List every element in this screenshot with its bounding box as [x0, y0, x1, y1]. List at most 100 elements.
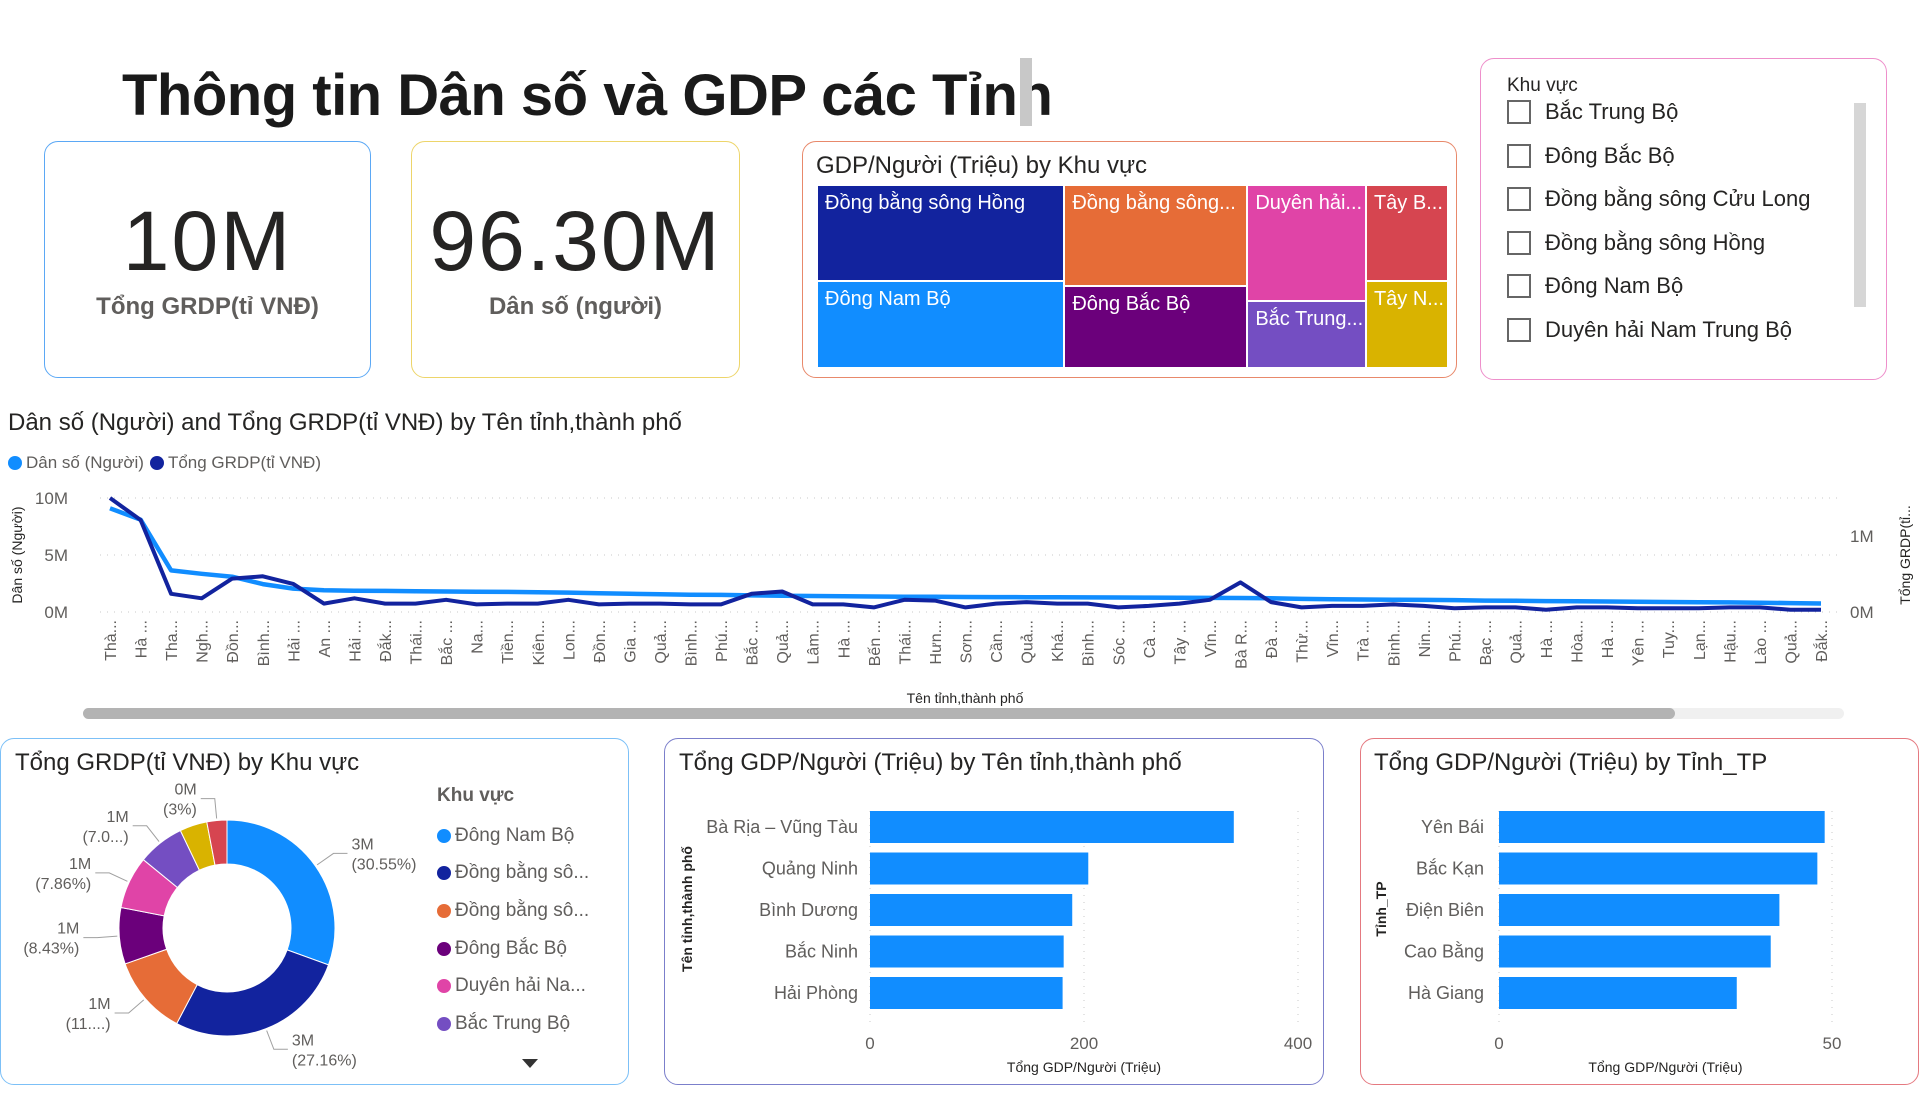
- legend-dot: [8, 456, 22, 470]
- x-tick-label: Hậu...: [1722, 620, 1739, 663]
- legend-item[interactable]: Duyên hải Na...: [437, 967, 589, 1005]
- donut-slice[interactable]: [226, 819, 336, 966]
- treemap-tile[interactable]: Đồng bằng sông...: [1064, 185, 1248, 287]
- x-axis-title: Tổng GDP/Người (Triệu): [1588, 1059, 1742, 1075]
- bar[interactable]: [1499, 977, 1737, 1009]
- checkbox[interactable]: [1507, 274, 1531, 298]
- x-tick-label: Nin...: [1417, 620, 1434, 657]
- treemap-title: GDP/Người (Triệu) by Khu vực: [816, 152, 1148, 179]
- checkbox[interactable]: [1507, 100, 1531, 124]
- data-label-value: 1M: [57, 921, 79, 938]
- y-tick-label: 0M: [44, 603, 68, 622]
- treemap-tile[interactable]: Đông Nam Bộ: [817, 281, 1065, 368]
- x-tick-label: 400: [1284, 1034, 1312, 1053]
- legend-label: Duyên hải Na...: [455, 975, 586, 997]
- slicer-item-label: Đông Bắc Bộ: [1545, 142, 1675, 168]
- legend-item[interactable]: Đông Nam Bộ: [437, 817, 589, 855]
- legend-scroll-down-icon[interactable]: [522, 1059, 538, 1068]
- x-tick-label: Bến ...: [867, 620, 884, 666]
- x-tick-label: Hải ...: [286, 620, 303, 662]
- treemap-tile[interactable]: Đồng bằng sông Hồng: [817, 185, 1065, 282]
- donut-title: Tổng GRDP(tỉ VNĐ) by Khu vực: [15, 749, 360, 776]
- data-label-value: 1M: [69, 856, 91, 873]
- checkbox[interactable]: [1507, 143, 1531, 168]
- donut-legend-title: Khu vực: [437, 785, 515, 806]
- tile-label: Đông Nam Bộ: [825, 288, 951, 311]
- x-tick-label: Quả...: [1508, 620, 1525, 664]
- treemap-tile[interactable]: Tây N...: [1365, 281, 1448, 368]
- data-label: 3M (30.55%): [351, 836, 416, 873]
- title-divider: [1020, 58, 1032, 126]
- tile-label: Đông Bắc Bộ: [1072, 293, 1191, 316]
- bar-chart-card-provinces: Tổng GDP/Người (Triệu) by Tên tỉnh,thành…: [664, 738, 1324, 1085]
- x-tick-label: Đà ...: [1264, 620, 1281, 658]
- checkbox[interactable]: [1507, 230, 1531, 255]
- x-tick-label: Tuy...: [1661, 620, 1678, 658]
- x-tick-label: Lâm...: [806, 620, 823, 664]
- legend-item[interactable]: Bắc Trung Bộ: [437, 1005, 589, 1043]
- leader-line: [132, 825, 160, 842]
- slicer-item[interactable]: Đông Bắc Bộ: [1507, 143, 1675, 169]
- x-tick-label: Trà ...: [1356, 620, 1373, 661]
- legend-dot: [149, 456, 164, 470]
- x-tick-label: Tiền...: [500, 620, 517, 664]
- legend-item[interactable]: Đồng bằng sô...: [437, 855, 589, 893]
- bar[interactable]: [1499, 852, 1818, 885]
- treemap-tile[interactable]: Duyên hải...: [1247, 185, 1366, 301]
- bar[interactable]: [870, 894, 1073, 926]
- y-tick-label: Điện Biên: [1406, 900, 1484, 920]
- bar[interactable]: [870, 852, 1089, 885]
- bar[interactable]: [1499, 935, 1771, 968]
- x-tick-label: Vĩn...: [1203, 620, 1220, 657]
- data-label-value: 3M: [292, 1032, 314, 1049]
- bar[interactable]: [870, 811, 1234, 843]
- bar[interactable]: [870, 977, 1063, 1009]
- legend-label: Đông Bắc Bộ: [455, 937, 567, 959]
- donut-slice[interactable]: [206, 819, 228, 866]
- donut-slice[interactable]: [176, 949, 330, 1037]
- bar[interactable]: [1499, 811, 1825, 843]
- x-tick-label: Hải ...: [347, 620, 364, 662]
- checkbox[interactable]: [1507, 187, 1531, 211]
- slicer-scrollbar[interactable]: [1854, 103, 1866, 307]
- slicer-item[interactable]: Đông Nam Bộ: [1507, 273, 1683, 299]
- slicer-item[interactable]: Đồng bằng sông Cửu Long: [1507, 186, 1810, 212]
- slicer-item[interactable]: Đồng bằng sông Hồng: [1507, 230, 1765, 256]
- x-tick-label: Hòa...: [1570, 620, 1587, 663]
- legend-label: Bắc Trung Bộ: [455, 1012, 571, 1034]
- bar[interactable]: [1499, 894, 1780, 926]
- treemap-card: GDP/Người (Triệu) by Khu vực Đồng bằng s…: [802, 141, 1457, 378]
- x-tick-label: Đắk...: [376, 620, 395, 662]
- x-tick-label: Cần...: [989, 620, 1006, 663]
- y-tick-label: 10M: [35, 489, 68, 508]
- kpi-card-grdp: 10M Tổng GRDP(tỉ VNĐ): [44, 141, 371, 378]
- horizontal-scrollbar-thumb[interactable]: [83, 708, 1675, 719]
- legend-item-grdp[interactable]: Tổng GRDP(tỉ VNĐ): [149, 453, 321, 473]
- legend-item[interactable]: Đồng bằng sô...: [437, 892, 589, 930]
- tile-label: Đồng bằng sông...: [1072, 192, 1236, 214]
- legend-item-population[interactable]: Dân số (Người): [8, 453, 144, 473]
- y-tick-label: Hải Phòng: [774, 983, 858, 1003]
- data-label-percent: (11....): [66, 1016, 111, 1033]
- x-tick-label: Ngh...: [195, 620, 212, 663]
- treemap-tile[interactable]: Đông Bắc Bộ: [1064, 286, 1248, 368]
- slicer-item[interactable]: Duyên hải Nam Trung Bộ: [1507, 317, 1792, 343]
- x-tick-label: Quả...: [653, 620, 670, 664]
- kpi-value: 96.30M: [429, 193, 722, 288]
- x-tick-label: Bình...: [1386, 620, 1403, 666]
- x-tick-label: Thái...: [409, 620, 426, 664]
- bar[interactable]: [870, 935, 1064, 968]
- data-label: 1M (7.0...): [82, 809, 128, 846]
- slicer-item[interactable]: Bắc Trung Bộ: [1507, 99, 1678, 125]
- legend-label: Đồng bằng sô...: [455, 899, 590, 921]
- checkbox[interactable]: [1507, 317, 1531, 342]
- legend-item[interactable]: Đông Bắc Bộ: [437, 930, 589, 968]
- leader-line: [200, 798, 218, 819]
- treemap-tile[interactable]: Bắc Trung...: [1247, 300, 1366, 368]
- treemap-tile[interactable]: Tây B...: [1365, 185, 1448, 282]
- y2-axis-title: Tổng GRDP(tỉ...: [1897, 505, 1913, 605]
- legend-dot: [437, 979, 451, 994]
- x-tick-label: Vĩn...: [1325, 620, 1342, 657]
- bar-chart-title: Tổng GDP/Người (Triệu) by Tên tỉnh,thành…: [679, 749, 1182, 776]
- slicer-item-label: Duyên hải Nam Trung Bộ: [1545, 316, 1793, 342]
